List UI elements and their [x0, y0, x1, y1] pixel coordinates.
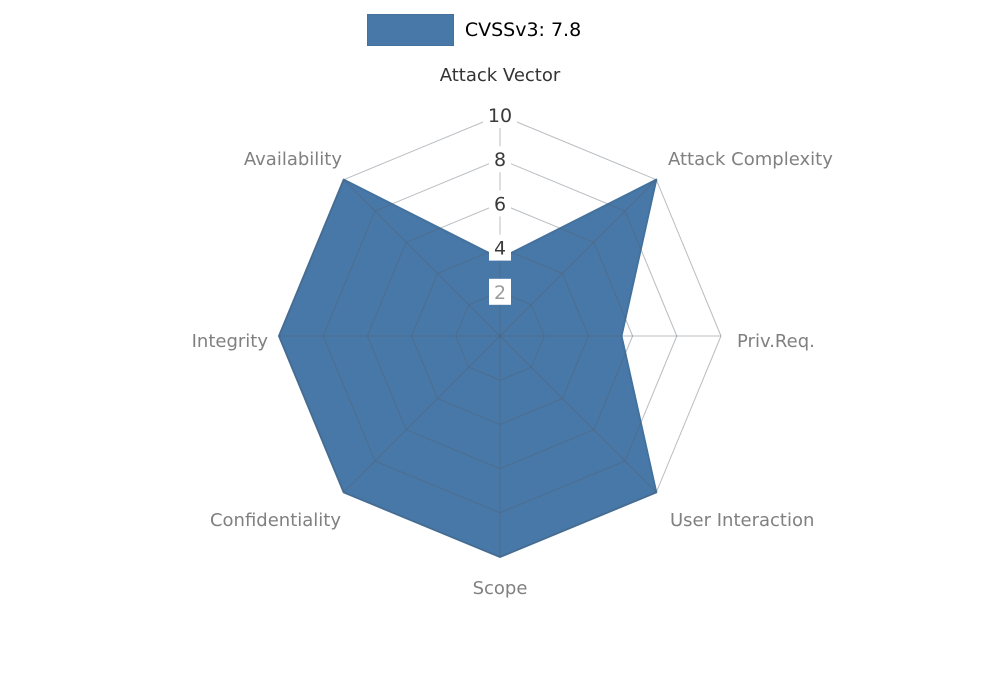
radar-series-polygon	[278, 178, 658, 558]
legend-label: CVSSv3: 7.8	[464, 19, 582, 41]
radar-axis-label: Priv.Req.	[737, 331, 815, 352]
radar-spoke	[499, 179, 657, 337]
radar-tick-label: 8	[494, 149, 506, 171]
radar-tick-label: 4	[494, 238, 506, 260]
radar-axis-label: Integrity	[192, 331, 269, 352]
radar-axis-label: Confidentiality	[210, 510, 341, 531]
radar-tick-label: 10	[488, 105, 512, 127]
radar-grid-ring	[411, 247, 589, 425]
radar-tick-bg	[483, 102, 517, 128]
radar-axis-label: Attack Vector	[440, 65, 561, 86]
radar-tick-bg	[489, 234, 511, 261]
radar-axis-label: User Interaction	[670, 510, 814, 531]
radar-tick-label: 6	[494, 193, 506, 215]
radar-grid-ring	[366, 202, 634, 470]
radar-grid-ring	[322, 158, 678, 514]
legend: CVSSv3: 7.8	[0, 14, 974, 46]
radar-spoke	[343, 179, 501, 337]
radar-tick-bg	[489, 190, 511, 217]
radar-tick-bg	[489, 146, 511, 173]
legend-swatch	[366, 14, 454, 46]
radar-tick-bg	[489, 278, 511, 305]
radar-axis-label: Availability	[244, 149, 342, 170]
radar-spoke	[343, 335, 501, 493]
radar-axis-label: Scope	[473, 578, 528, 599]
radar-grid-ring	[278, 114, 722, 558]
radar-tick-label: 2	[494, 282, 506, 304]
radar-axis-label: Attack Complexity	[668, 149, 833, 170]
radar-spoke	[499, 335, 657, 493]
radar-grid-ring	[455, 291, 545, 381]
